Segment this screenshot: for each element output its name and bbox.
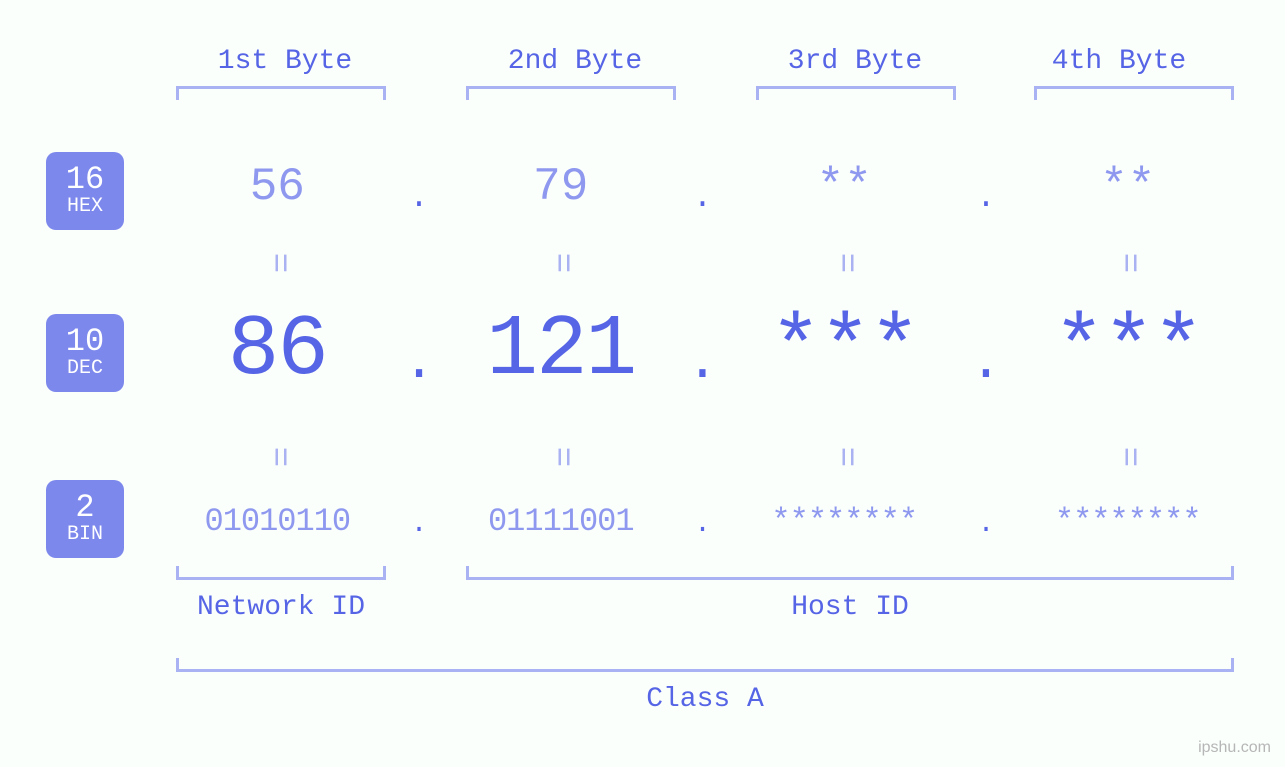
dot: .	[678, 152, 727, 222]
byte-header-2: 2nd Byte	[500, 46, 650, 77]
bin-byte-1: 01010110	[160, 503, 395, 540]
badge-dec-label: DEC	[67, 358, 103, 380]
network-id-label: Network ID	[176, 592, 386, 623]
top-bracket-4	[1034, 86, 1234, 100]
top-bracket-2	[466, 86, 676, 100]
bin-byte-2: 01111001	[443, 503, 678, 540]
bin-byte-3: ********	[727, 503, 962, 540]
badge-dec: 10 DEC	[46, 314, 124, 392]
badge-bin-base: 2	[75, 492, 94, 524]
badge-hex-label: HEX	[67, 196, 103, 218]
dot: .	[395, 300, 444, 400]
dot: .	[678, 496, 727, 546]
byte-header-1: 1st Byte	[210, 46, 360, 77]
host-id-bracket	[466, 566, 1234, 580]
watermark: ipshu.com	[1198, 739, 1271, 757]
host-id-label: Host ID	[466, 592, 1234, 623]
badge-dec-base: 10	[66, 326, 104, 358]
class-bracket	[176, 658, 1234, 672]
badge-hex: 16 HEX	[46, 152, 124, 230]
badge-bin-label: BIN	[67, 524, 103, 546]
ip-diagram: 1st Byte 2nd Byte 3rd Byte 4th Byte 16 H…	[0, 0, 1285, 767]
bin-byte-4: ********	[1010, 503, 1245, 540]
dot: .	[962, 300, 1011, 400]
dot: .	[395, 152, 444, 222]
top-bracket-1	[176, 86, 386, 100]
top-bracket-3	[756, 86, 956, 100]
network-id-bracket	[176, 566, 386, 580]
equals-row-2: = = = =	[160, 438, 1245, 476]
badge-bin: 2 BIN	[46, 480, 124, 558]
dot: .	[678, 300, 727, 400]
row-bin: 01010110 . 01111001 . ******** . *******…	[160, 496, 1245, 546]
dot: .	[395, 496, 444, 546]
byte-header-3: 3rd Byte	[780, 46, 930, 77]
row-hex: 56 . 79 . ** . **	[160, 152, 1245, 222]
byte-header-4: 4th Byte	[1044, 46, 1194, 77]
dot: .	[962, 496, 1011, 546]
equals-row-1: = = = =	[160, 244, 1245, 282]
badge-hex-base: 16	[66, 164, 104, 196]
class-label: Class A	[176, 684, 1234, 715]
dot: .	[962, 152, 1011, 222]
row-dec: 86 . 121 . *** . ***	[160, 300, 1245, 400]
